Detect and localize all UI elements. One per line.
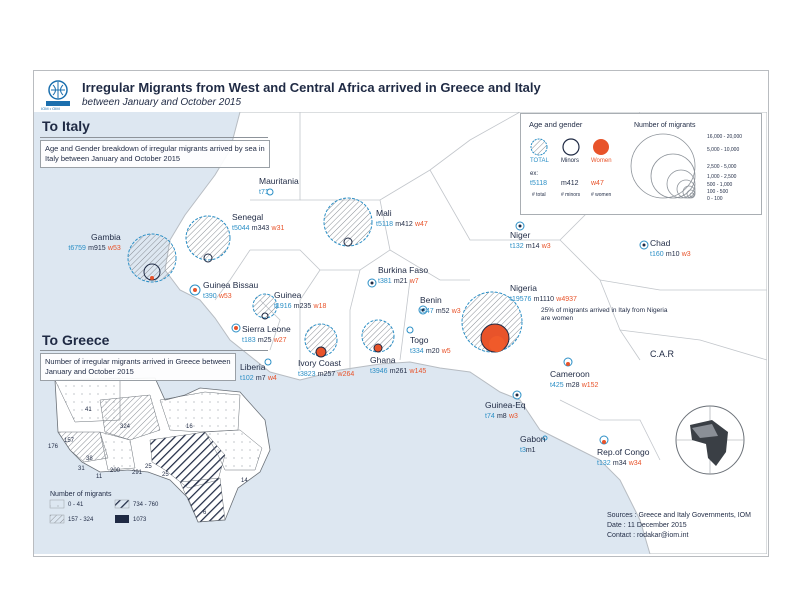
mali-circle xyxy=(323,197,373,247)
country-label-guinea-bissau: Guinea Bissau t390 w53 xyxy=(203,280,259,300)
country-label-burkina-faso: Burkina Faso t381 m21 w7 xyxy=(378,265,429,285)
greece-value: 176 xyxy=(48,444,59,450)
greece-value: 16 xyxy=(186,424,193,430)
car-label: C.A.R xyxy=(650,349,675,359)
greece-legend-swatches xyxy=(49,499,130,524)
sources-line: Sources : Greece and Italy Governments, … xyxy=(607,512,751,519)
greece-value: 25 xyxy=(145,464,152,470)
migrant-circles xyxy=(127,188,649,445)
country-label-liberia: Liberia t102 m7 w4 xyxy=(240,362,277,382)
guinea-circle xyxy=(252,293,278,320)
ivory-coast-circle xyxy=(304,323,338,358)
country-label-gabon: Gabon t3m1 xyxy=(520,434,546,454)
greece-inset-map xyxy=(54,377,271,523)
greece-value: 200 xyxy=(110,468,121,474)
greece-legend-class: 0 - 41 xyxy=(68,502,84,508)
country-label-ivory-coast: Ivory Coast t3823 m257 w264 xyxy=(298,358,355,378)
country-label-mauritania: Mauritania t71 xyxy=(259,176,299,196)
greece-value: 25 xyxy=(162,472,169,478)
greece-legend-title: Number of migrants xyxy=(50,491,112,498)
country-label-gambia: Gambia t6759 m915 w53 xyxy=(68,232,121,252)
italy-panel-description: Age and Gender breakdown of irregular mi… xyxy=(40,140,270,168)
legend-women-label: Women xyxy=(591,158,612,164)
greece-value: 11 xyxy=(96,474,103,480)
map-legend: Age and gender TOTAL Minors Women ex: t5… xyxy=(520,113,762,215)
country-label-nigeria: Nigeria t19576 m1110 w4937 xyxy=(510,283,577,303)
greece-value: 14 xyxy=(241,478,248,484)
legend-minors-label: Minors xyxy=(561,158,580,164)
legend-total-label: TOTAL xyxy=(530,158,549,164)
country-label-senegal: Senegal t5044 m343 w31 xyxy=(232,212,285,232)
greece-value: 157 xyxy=(64,438,75,444)
country-label-sierra-leone: Sierra Leone t183 m25 w27 xyxy=(242,324,291,344)
nigeria-annotation: 25% of migrants arrived in Italy from Ni… xyxy=(541,307,668,322)
country-label-rep-of-congo: Rep.of Congo t132 m34 w34 xyxy=(597,447,650,467)
sources-block: Sources : Greece and Italy Governments, … xyxy=(607,511,751,541)
country-label-chad: Chad t160 m10 w3 xyxy=(650,238,691,258)
country-label-ghana: Ghana t3946 m261 w145 xyxy=(370,355,427,375)
legend-example-label: ex: xyxy=(530,171,539,177)
greece-legend-class: 157 - 324 xyxy=(68,517,94,523)
size-legend-title: Number of migrants xyxy=(634,122,696,129)
legend-example-total: t5118 xyxy=(530,180,547,187)
size-class: 16,000 - 20,000 xyxy=(707,134,743,140)
greece-value: 291 xyxy=(132,470,143,476)
legend-symbols xyxy=(530,133,696,199)
country-label-guinea: Guinea t1916 m235 w18 xyxy=(274,290,327,310)
contact-line: Contact : rodakar@iom.int xyxy=(607,532,689,539)
size-class: 2,500 - 5,000 xyxy=(707,164,737,170)
map-title: Irregular Migrants from West and Central… xyxy=(82,80,541,95)
map-subtitle: between January and October 2015 xyxy=(82,97,241,108)
greece-legend-class: 1073 xyxy=(133,517,147,523)
legend-example-women: w47 xyxy=(591,180,604,187)
ghana-circle xyxy=(361,319,395,353)
country-label-guinea-eq: Guinea-Eq t74 m8 w3 xyxy=(485,400,526,420)
age-gender-title: Age and gender xyxy=(529,120,583,129)
italy-panel-heading: To Italy xyxy=(42,118,90,134)
italy-panel-rule xyxy=(40,137,268,138)
greece-value: 324 xyxy=(120,424,131,430)
country-label-mali: Mali t5118 m412 w47 xyxy=(376,208,428,228)
nigeria-circle xyxy=(461,291,523,353)
senegal-circle xyxy=(185,215,231,263)
greece-value: 41 xyxy=(85,407,92,413)
legend-example-minors: m412 xyxy=(561,180,579,187)
size-class: 0 - 100 xyxy=(707,196,723,202)
greece-legend-class: 734 - 760 xyxy=(133,502,159,508)
size-class: 100 - 500 xyxy=(707,189,729,195)
country-label-cameroon: Cameroon t425 m28 w152 xyxy=(550,369,599,389)
globe-inset xyxy=(675,405,745,475)
country-label-togo: Togo t334 m20 w5 xyxy=(410,335,451,355)
greece-panel-rule xyxy=(40,350,268,351)
greece-panel-heading: To Greece xyxy=(42,332,110,348)
date-line: Date : 11 December 2015 xyxy=(607,522,687,529)
size-class: 5,000 - 10,000 xyxy=(707,147,740,153)
greece-value: 6 xyxy=(203,510,207,516)
size-class: 1,000 - 2,500 xyxy=(707,174,737,180)
legend-total-caption: # total xyxy=(532,192,546,198)
legend-minors-caption: # minors xyxy=(561,192,581,198)
greece-panel-description: Number of irregular migrants arrived in … xyxy=(40,353,236,381)
legend-women-caption: # women xyxy=(591,192,612,198)
country-label-niger: Niger t132 m14 w3 xyxy=(510,230,551,250)
size-class: 500 - 1,000 xyxy=(707,182,733,188)
small-circles xyxy=(189,188,649,445)
greece-value: 31 xyxy=(78,466,85,472)
gambia-circle xyxy=(127,233,177,283)
iom-logo xyxy=(43,78,73,108)
country-label-benin: Benin t347 m52 w3 xyxy=(420,295,461,315)
greece-value: 38 xyxy=(86,456,93,462)
logo-text: IOM • OIM xyxy=(41,106,60,111)
